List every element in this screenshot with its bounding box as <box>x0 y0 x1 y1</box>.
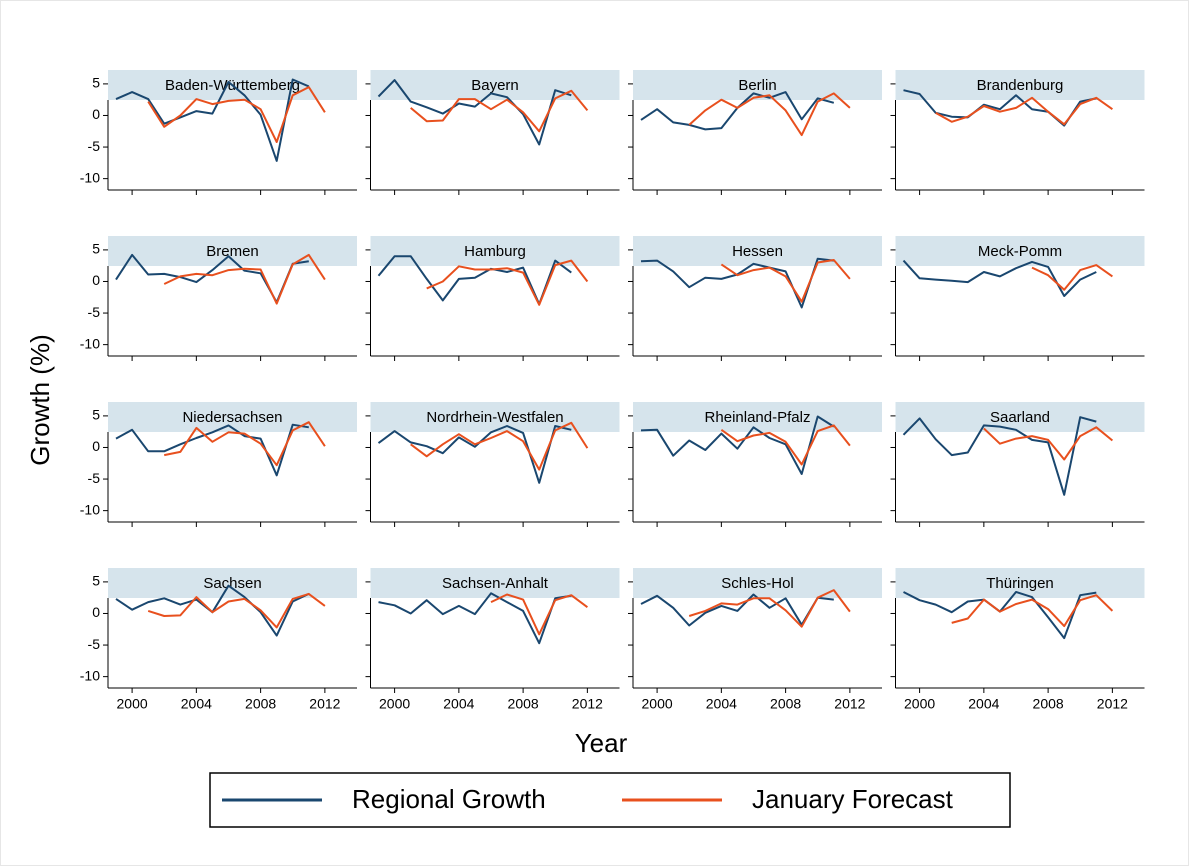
series-line <box>410 421 589 471</box>
series-line <box>410 89 589 133</box>
x-tick-label: 2004 <box>968 696 999 712</box>
panel-title: Niedersachsen <box>182 409 282 426</box>
y-tick-label: -5 <box>88 304 101 320</box>
y-tick-label: 5 <box>92 75 100 91</box>
series-line <box>640 415 835 475</box>
series-line <box>378 592 572 645</box>
series-line <box>377 425 572 484</box>
legend-box <box>209 772 1011 828</box>
y-tick-label: 0 <box>92 106 100 122</box>
series-line <box>902 259 1097 297</box>
panel-title: Thüringen <box>986 575 1054 592</box>
y-tick-label: -5 <box>88 138 101 154</box>
x-tick-label: 2008 <box>245 696 276 712</box>
y-tick-label: 5 <box>92 241 100 257</box>
legend-label: Regional Growth <box>352 784 546 814</box>
panel-title: Berlin <box>738 77 776 94</box>
series-line <box>720 259 851 303</box>
series-line <box>426 259 589 306</box>
series-line <box>983 426 1114 461</box>
x-tick-label: 2008 <box>770 696 801 712</box>
series-line <box>147 86 326 143</box>
series-line <box>377 79 572 146</box>
x-tick-label: 2000 <box>117 696 148 712</box>
panel-title: Rheinland-Pfalz <box>705 409 811 426</box>
panel-title: Hessen <box>732 243 783 260</box>
panel-strip <box>633 568 882 598</box>
series-line <box>164 421 326 467</box>
panel-title: Sachsen-Anhalt <box>442 575 549 592</box>
y-axis-title: Growth (%) <box>25 334 55 465</box>
x-tick-label: 2004 <box>181 696 212 712</box>
x-tick-label: 2008 <box>508 696 539 712</box>
panel-strip <box>633 402 882 432</box>
panel-title: Meck-Pomm <box>978 243 1062 260</box>
x-tick-label: 2012 <box>309 696 340 712</box>
series-line <box>147 592 326 629</box>
series-line <box>115 78 310 162</box>
y-tick-label: -5 <box>88 636 101 652</box>
series-line <box>902 416 1097 496</box>
panel-strip <box>895 236 1145 266</box>
y-tick-label: -10 <box>80 335 100 351</box>
y-tick-label: -5 <box>88 470 101 486</box>
legend-label: January Forecast <box>752 784 954 814</box>
y-tick-label: -10 <box>80 169 100 185</box>
y-tick-label: 5 <box>92 573 100 589</box>
y-tick-label: 0 <box>92 272 100 288</box>
series-line <box>688 92 851 137</box>
panel-strip <box>370 402 620 432</box>
y-tick-label: 0 <box>92 438 100 454</box>
y-tick-label: -10 <box>80 667 100 683</box>
panel-strip <box>108 568 357 598</box>
x-tick-label: 2004 <box>706 696 737 712</box>
series-line <box>951 594 1114 628</box>
panel-strip <box>895 402 1145 432</box>
series-line <box>1031 264 1113 291</box>
y-tick-label: 5 <box>92 407 100 423</box>
series-line <box>935 96 1113 126</box>
panel-title: Brandenburg <box>977 77 1064 94</box>
panel-strip <box>895 70 1145 100</box>
x-axis-title: Year <box>575 728 628 758</box>
series-line <box>720 424 851 466</box>
panel-title: Bremen <box>206 243 259 260</box>
series-line <box>490 593 588 636</box>
x-tick-label: 2004 <box>443 696 474 712</box>
panel-title: Hamburg <box>464 243 526 260</box>
panel-title: Schles-Hol <box>721 575 794 592</box>
panel-strip <box>633 236 882 266</box>
x-tick-label: 2000 <box>379 696 410 712</box>
series-line <box>163 253 326 305</box>
x-tick-label: 2000 <box>642 696 673 712</box>
panel-title: Sachsen <box>203 575 261 592</box>
x-tick-label: 2000 <box>904 696 935 712</box>
series-line <box>688 589 851 628</box>
y-tick-label: 0 <box>92 604 100 620</box>
panel-title: Saarland <box>990 409 1050 426</box>
panel-title: Nordrhein-Westfalen <box>426 409 563 426</box>
x-tick-label: 2008 <box>1033 696 1064 712</box>
panel-strip <box>370 568 620 598</box>
y-tick-label: -10 <box>80 501 100 517</box>
panel-strip <box>370 236 620 266</box>
series-line <box>115 423 309 477</box>
x-tick-label: 2012 <box>1097 696 1128 712</box>
panel-title: Bayern <box>471 77 519 94</box>
x-tick-label: 2012 <box>572 696 603 712</box>
x-tick-label: 2012 <box>834 696 865 712</box>
